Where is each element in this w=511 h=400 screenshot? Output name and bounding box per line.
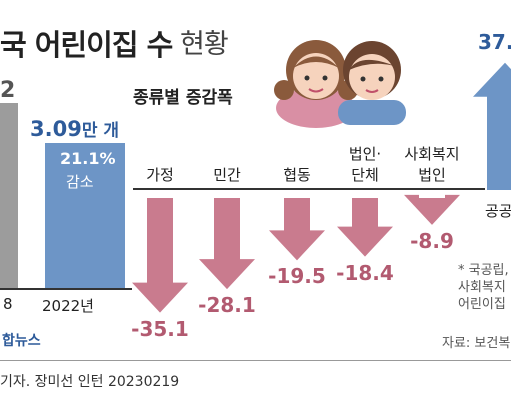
decrease-arrow-협동 — [269, 198, 325, 261]
value-label-협동: -19.5 — [268, 264, 326, 289]
category-label-line: 법인· — [348, 145, 382, 163]
category-label-line: 사회복지 — [404, 145, 460, 163]
footnote-line: * 국공립, — [458, 263, 509, 278]
increase-arrow-공공 — [473, 62, 511, 190]
value-label-공공: 37.0 — [478, 30, 511, 54]
chart-subheading: 종류별 증감폭 — [133, 88, 233, 108]
value-label-가정: -35.1 — [131, 316, 189, 341]
category-label-민간: 민간 — [192, 165, 262, 186]
category-label-line: 단체 — [351, 166, 379, 184]
value-2012: 2 — [0, 78, 16, 103]
value-2022-unit: 만 개 — [81, 121, 120, 141]
title: 국 어린이집 수 — [0, 28, 173, 62]
baseline-left — [0, 288, 132, 290]
category-label-사회복지 법인: 사회복지법인 — [397, 144, 467, 186]
year-2022: 2022년 — [42, 297, 94, 315]
category-label-법인·단체: 법인· 단체 — [330, 144, 400, 186]
category-label-협동: 협동 — [262, 165, 332, 186]
year-2012: 8 — [3, 295, 13, 313]
bar-2012 — [0, 103, 18, 288]
value-label-법인·단체: -18.4 — [336, 260, 394, 285]
divider — [0, 360, 511, 361]
decrease-arrow-법인·단체 — [337, 198, 393, 257]
footnote: * 국공립, 사회복지 어린이집 — [458, 262, 509, 313]
change-percent: 21.1% — [60, 149, 116, 168]
decrease-arrow-사회복지 법인 — [404, 194, 460, 225]
value-label-사회복지 법인: -8.9 — [410, 228, 454, 253]
value-label-민간: -28.1 — [198, 293, 256, 318]
source: 자료: 보건복 — [442, 336, 511, 351]
change-label: 감소 — [66, 173, 94, 191]
category-label-line: 협동 — [283, 166, 311, 184]
footnote-line: 사회복지 — [458, 280, 506, 295]
bar-2022 — [45, 143, 125, 288]
girl-icon — [274, 40, 358, 128]
value-2022-number: 3.09 — [30, 117, 82, 141]
value-2022: 3.09만 개 — [30, 116, 119, 141]
category-label-line: 민간 — [213, 166, 241, 184]
decrease-arrow-민간 — [199, 198, 255, 290]
decrease-arrow-가정 — [132, 198, 188, 313]
logo: 합뉴스 — [2, 333, 41, 349]
footnote-line: 어린이집 — [458, 297, 506, 312]
credit: 기자. 장미선 인턴 20230219 — [0, 374, 180, 390]
category-label-가정: 가정 — [125, 165, 195, 186]
category-label-공공: 공공 — [485, 202, 511, 220]
boy-icon — [338, 41, 406, 125]
category-label-line: 가정 — [146, 166, 174, 184]
category-label-line: 법인 — [418, 166, 446, 184]
title-sub: 현황 — [180, 29, 229, 60]
baseline-right — [133, 188, 485, 190]
